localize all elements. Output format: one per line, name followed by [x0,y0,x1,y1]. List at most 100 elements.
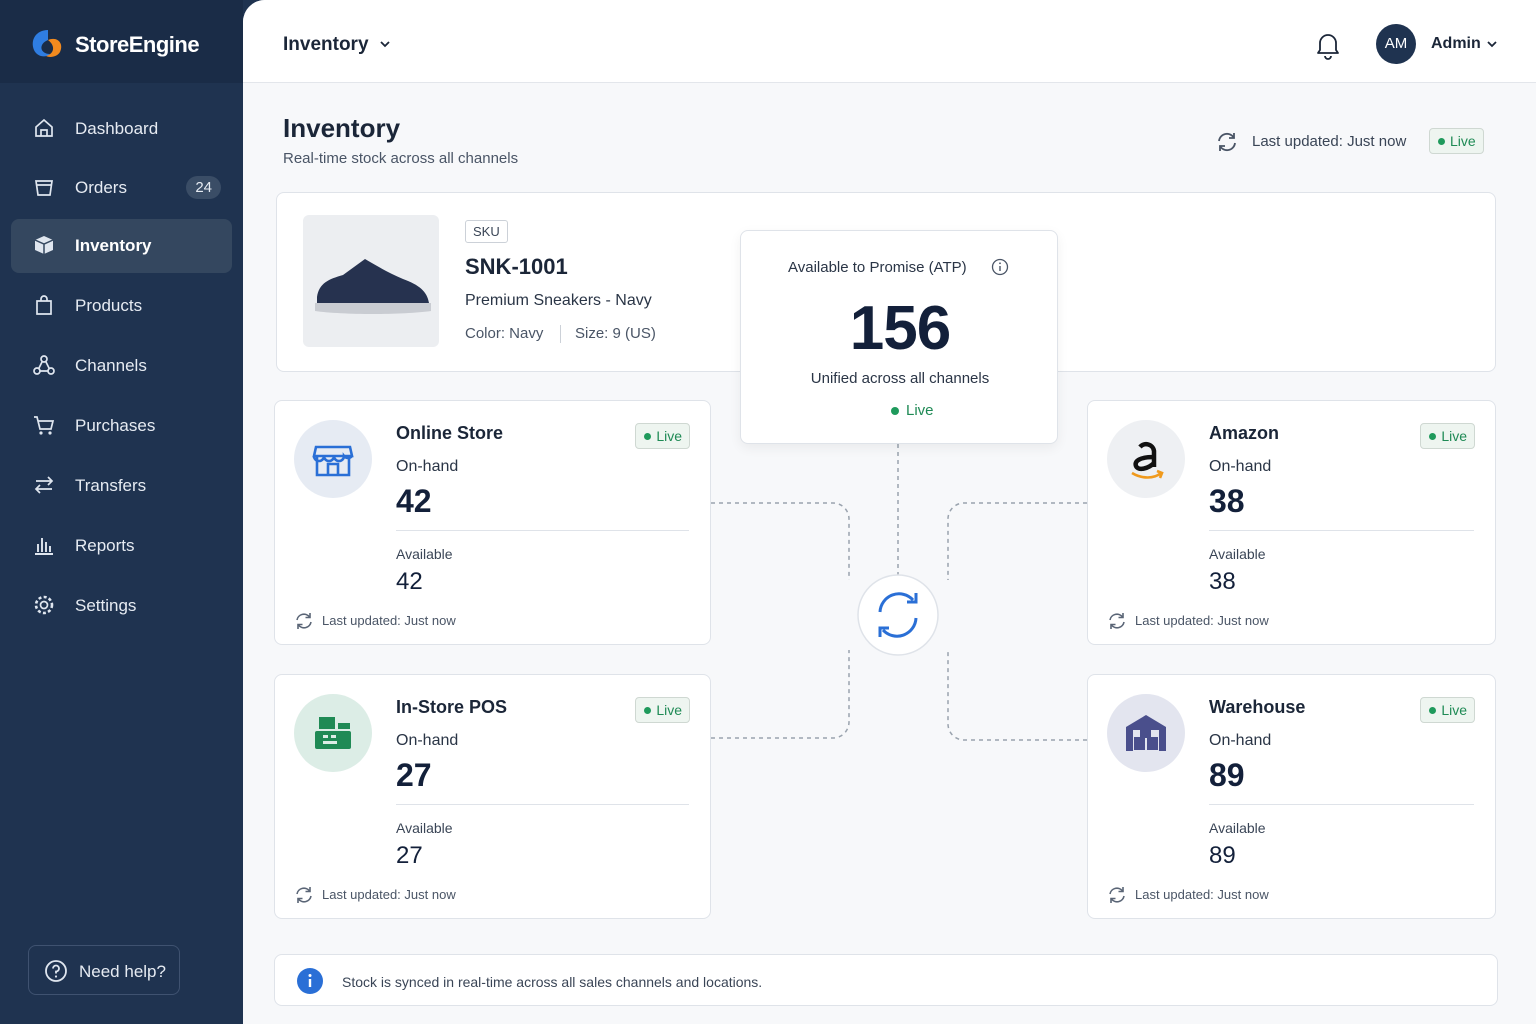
on-hand-label: On-hand [1209,458,1272,475]
refresh-icon [296,887,312,903]
atp-label: Available to Promise (ATP) [788,259,967,276]
available-label: Available [1209,546,1266,562]
channel-card: In-Store POS Live On-hand 27 Available 27 Last… [274,674,711,919]
product-color: Color: Navy [465,325,544,342]
channel-name: Warehouse [1209,697,1306,717]
nav-icon [34,236,54,254]
nav-item[interactable]: Inventory [11,219,232,273]
nav-item[interactable]: Transfers [11,459,232,513]
section-switch[interactable]: Inventory [283,34,369,55]
live-badge: Live [1420,423,1475,449]
product-image [303,215,439,347]
refresh-icon [296,613,312,629]
nav-item[interactable]: Products [11,279,232,333]
nav-icon [34,595,54,615]
page-subtitle: Real-time stock across all channels [283,150,519,167]
available-value: 38 [1209,568,1236,595]
channel-updated: Last updated: Just now [322,887,456,902]
on-hand-value: 38 [1209,483,1245,519]
info-icon[interactable] [991,258,1009,276]
channel-icon [1107,694,1185,772]
chevron [380,41,390,48]
live-badge: Live [635,697,690,723]
nav-icon [34,416,55,435]
nav-item[interactable]: Reports [11,519,232,573]
connectors [711,444,1087,741]
topbar: Inventory AM Admin [243,0,1536,83]
on-hand-label: On-hand [1209,732,1272,749]
brand-logo [32,30,62,57]
atp-card: Available to Promise (ATP) 156 Unified a… [740,230,1058,444]
nav-label: Transfers [75,476,147,495]
available-label: Available [396,820,453,836]
divider [1209,804,1474,805]
on-hand-label: On-hand [396,458,459,475]
help-icon [45,960,67,982]
sku: SNK-1001 [465,254,568,279]
avatar[interactable]: AM [1376,24,1416,64]
nav-item[interactable]: Orders 24 [11,161,232,215]
nav-icon [33,355,55,375]
main: Inventory AM Admin Inventory Real-time s… [243,0,1536,1024]
channel-name: Amazon [1209,423,1280,443]
live-badge: Live [1429,128,1484,154]
chevron [1487,41,1497,48]
channel-icon [294,420,372,498]
channel-updated: Last updated: Just now [1135,887,1269,902]
nav-label: Channels [75,356,147,375]
product-size: Size: 9 (US) [575,325,656,342]
divider [560,325,561,343]
bell-icon[interactable] [1314,30,1342,60]
atp-status-text: Live [906,402,934,419]
sync-note: Stock is synced in real-time across all … [274,954,1498,1006]
channel-updated: Last updated: Just now [322,613,456,628]
last-updated: Last updated: Just now [1252,133,1407,150]
available-label: Available [1209,820,1266,836]
nav-item[interactable]: Settings [11,579,232,633]
sku-label: SKU [465,220,508,243]
atp-status: Live [891,402,934,419]
refresh-icon [1109,887,1125,903]
live-badge: Live [1420,697,1475,723]
nav-label: Settings [75,596,137,615]
sidebar: StoreEngine Dashboard Orders 24 Inventory Pr… [0,0,243,1024]
nav-item[interactable]: Channels [11,339,232,393]
refresh-icon [1218,132,1236,152]
available-label: Available [396,546,453,562]
on-hand-value: 89 [1209,757,1245,793]
nav-badge: 24 [186,176,221,199]
nav-icon [35,118,53,137]
live-badge: Live [635,423,690,449]
nav-label: Purchases [75,416,156,435]
nav-item[interactable]: Purchases [11,399,232,453]
nav-icon [34,476,54,494]
nav-label: Products [75,296,143,315]
on-hand-label: On-hand [396,732,459,749]
nav-label: Dashboard [75,119,159,138]
nav-icon [36,295,52,315]
nav-label: Orders [75,178,127,197]
nav-icon [35,180,53,196]
available-value: 89 [1209,842,1236,869]
info-icon [297,968,323,994]
user-name[interactable]: Admin [1431,35,1481,52]
channel-icon [294,694,372,772]
channel-icon [1107,420,1185,498]
atp-value: 156 [849,294,951,363]
help-button[interactable]: Need help? [28,945,180,995]
refresh-icon [1109,613,1125,629]
available-value: 27 [396,842,423,869]
nav-label: Reports [75,536,135,555]
nav-icon [35,538,53,555]
atp-note: Unified across all channels [810,370,990,387]
on-hand-value: 42 [396,483,432,519]
nav-item[interactable]: Dashboard [11,102,232,156]
divider [396,804,689,805]
sync-note-text: Stock is synced in real-time across all … [342,974,763,990]
divider [1209,530,1474,531]
on-hand-value: 27 [396,757,432,793]
page-title: Inventory [283,113,401,143]
available-value: 42 [396,568,423,595]
help-label: Need help? [79,962,166,981]
divider [396,530,689,531]
